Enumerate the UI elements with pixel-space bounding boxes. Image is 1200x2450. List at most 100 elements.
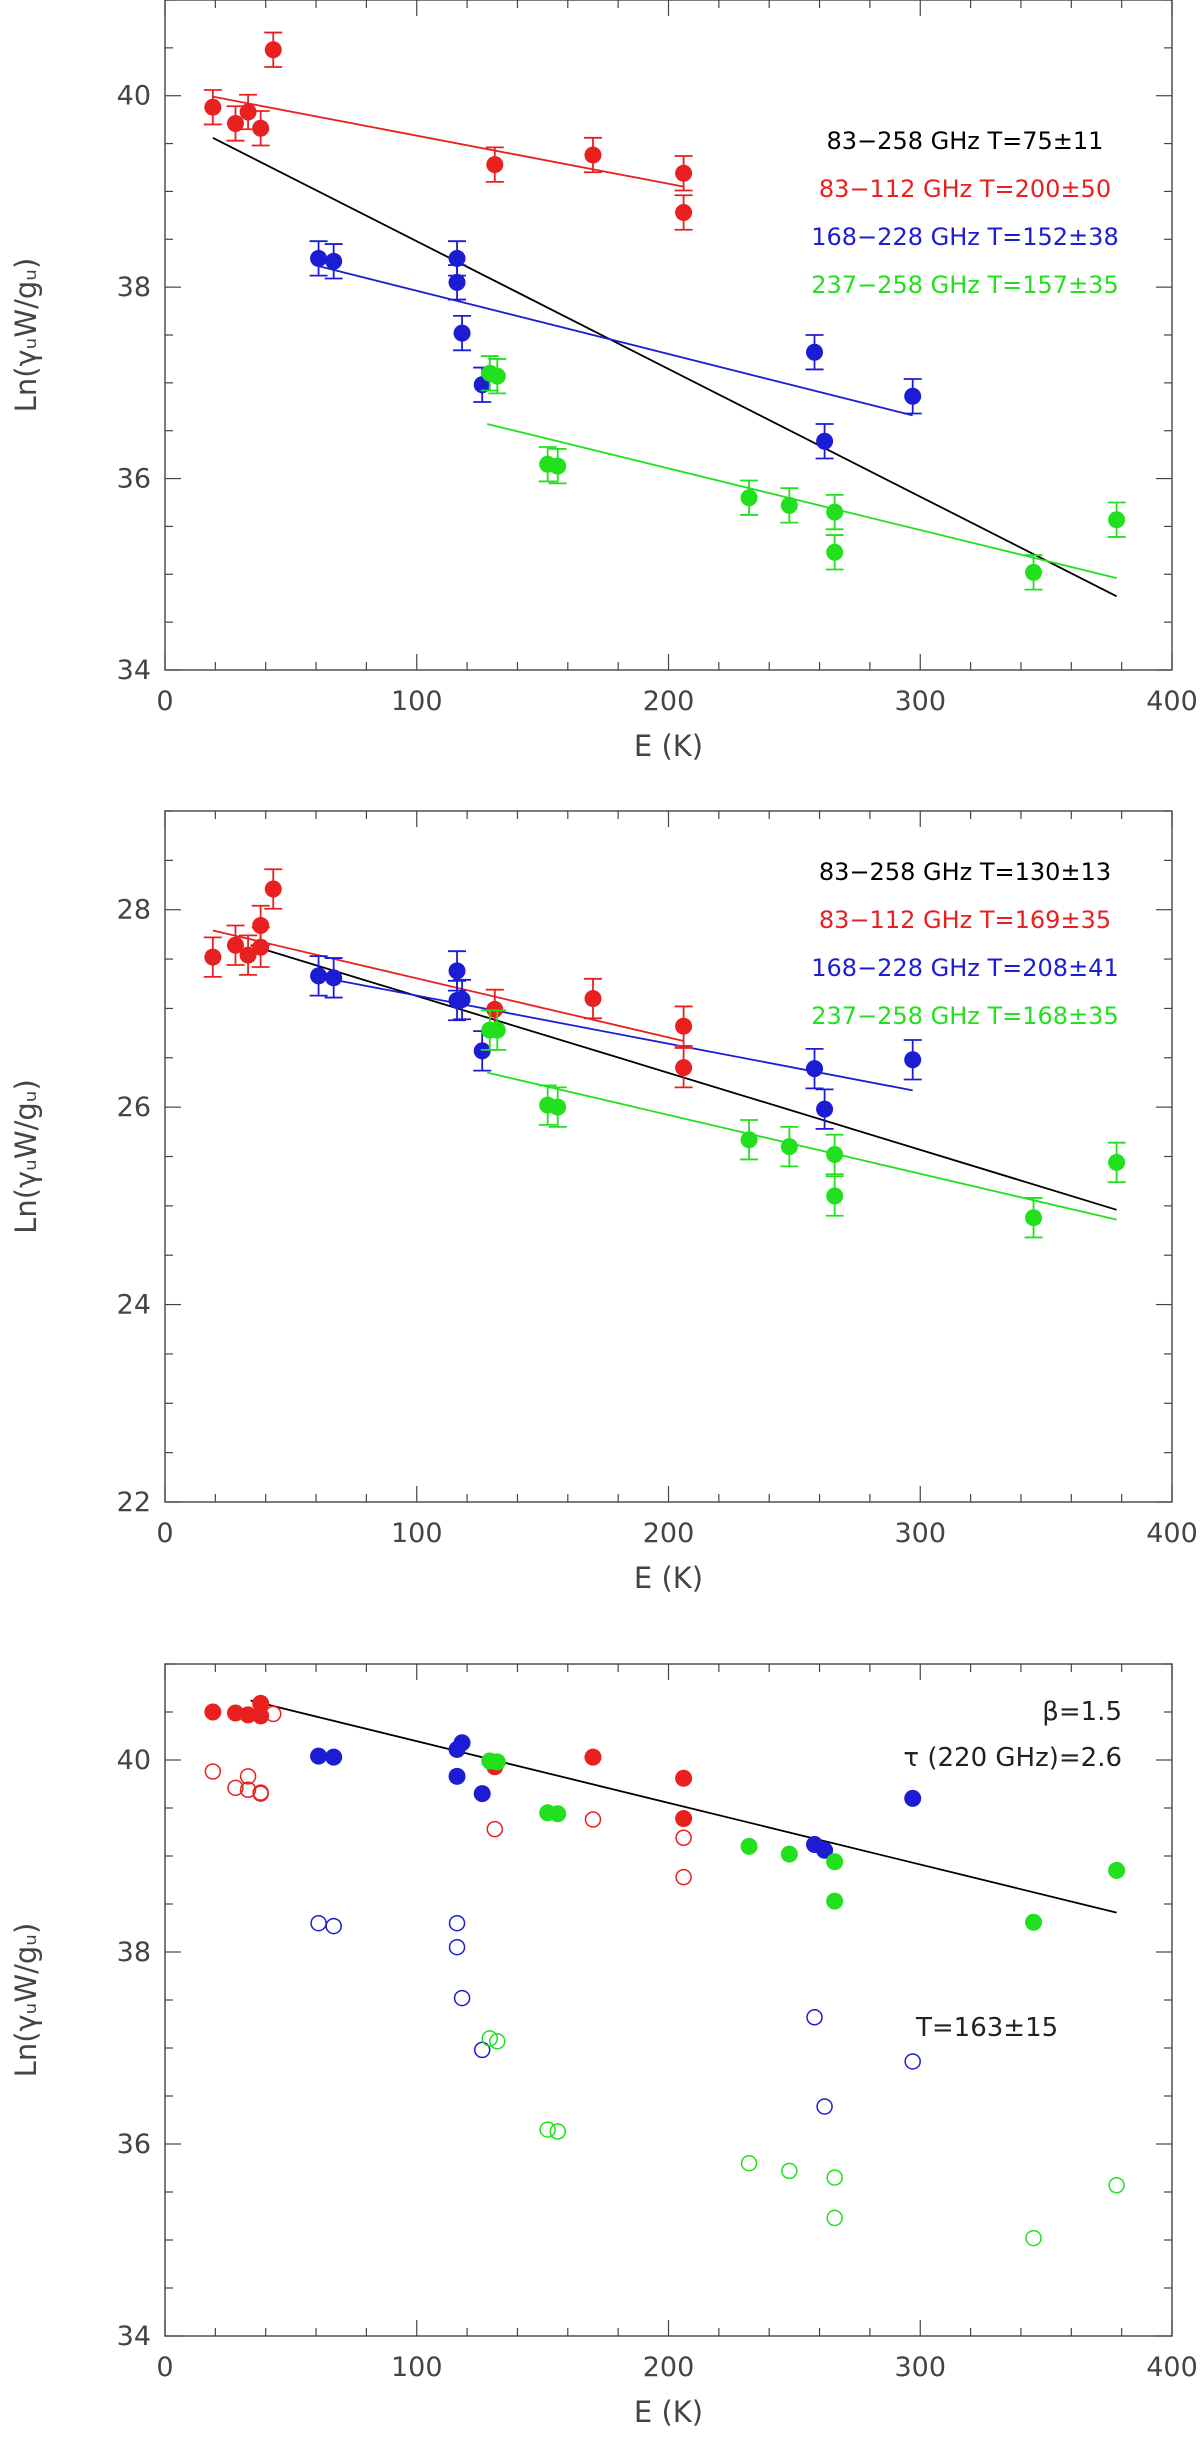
x-tick-label: 300 — [894, 1518, 946, 1549]
data-point-open — [1025, 2229, 1042, 2247]
data-point-open — [740, 2154, 758, 2172]
series-168-228-ghz — [309, 950, 922, 1130]
x-tick-label: 0 — [156, 686, 173, 717]
data-point-open — [584, 1811, 602, 1828]
x-tick-label: 400 — [1146, 2352, 1198, 2383]
y-tick-label: 26 — [117, 1092, 151, 1123]
data-point — [226, 114, 244, 132]
data-point-open — [816, 2098, 833, 2115]
data-point — [826, 1853, 844, 1871]
data-point — [486, 156, 504, 174]
series-237-258-ghz — [480, 1009, 1126, 1239]
panel-2: 0 100 200 300 400 22 24 26 28 E (K) Ln(γᵤW/gᵤ) 83−2… — [9, 810, 1198, 1595]
data-point — [675, 1810, 693, 1828]
data-point-open — [204, 1763, 222, 1780]
data-point-open — [252, 1785, 269, 1802]
data-point — [1025, 1209, 1043, 1227]
data-point — [549, 1805, 567, 1823]
data-point-open — [806, 2009, 823, 2026]
data-point — [826, 503, 844, 521]
data-point-open — [448, 1938, 466, 1956]
data-point — [675, 1059, 693, 1077]
data-point — [325, 1748, 343, 1766]
data-point — [549, 457, 567, 475]
y-axis-label: Ln(γᵤW/gᵤ) — [9, 1079, 43, 1234]
data-point-open — [486, 1820, 504, 1838]
y-tick-label: 36 — [117, 464, 151, 495]
y-axis-label: Ln(γᵤW/gᵤ) — [9, 258, 43, 413]
data-point — [780, 496, 798, 514]
x-tick-label: 0 — [156, 2352, 173, 2383]
y-axis-label: Ln(γᵤW/gᵤ) — [9, 1923, 43, 2078]
series-168-228-ghz-uncorrected — [310, 1914, 921, 2115]
data-point — [204, 948, 222, 966]
data-point-open — [473, 2041, 491, 2059]
data-point — [675, 1017, 693, 1035]
data-point — [252, 1694, 270, 1712]
data-point — [252, 938, 270, 956]
y-tick-label: 40 — [117, 1745, 151, 1776]
legend-entry: 83−112 GHz T=169±35 — [819, 906, 1111, 934]
data-point — [252, 119, 270, 137]
x-tick-label: 400 — [1146, 686, 1198, 717]
legend-entry: 168−228 GHz T=152±38 — [811, 223, 1118, 251]
x-tick-label: 100 — [391, 2352, 443, 2383]
data-point — [826, 543, 844, 561]
data-point-open — [539, 2121, 556, 2138]
legend-entry: 83−258 GHz T=75±11 — [827, 127, 1104, 155]
data-point — [453, 1734, 471, 1752]
data-point — [816, 1100, 834, 1118]
annotation: τ (220 GHz)=2.6 — [903, 1743, 1122, 1773]
data-point-open — [1108, 2177, 1125, 2194]
data-point — [740, 1837, 758, 1855]
x-tick-label: 300 — [894, 686, 946, 717]
data-point — [1108, 1153, 1126, 1171]
data-point — [675, 203, 693, 221]
data-point — [448, 962, 466, 980]
data-point — [1108, 1861, 1126, 1879]
data-point-open — [489, 2033, 506, 2050]
panel-3: 0 100 200 300 400 34 36 38 40 E (K) Ln(γᵤW/gᵤ) β=1.… — [9, 1663, 1198, 2429]
data-point-open — [904, 2053, 921, 2070]
series-83-112-ghz — [203, 31, 693, 231]
legend-entry: 168−228 GHz T=208±41 — [811, 954, 1118, 982]
data-point — [806, 343, 824, 361]
data-point-open — [481, 2030, 499, 2047]
data-point — [816, 1841, 834, 1859]
series-168-228-ghz-corrected — [310, 1734, 922, 1859]
data-point — [1025, 563, 1043, 581]
data-point — [448, 249, 466, 267]
data-point — [448, 1767, 466, 1785]
data-point-open — [325, 1917, 342, 1935]
data-point — [473, 1785, 491, 1803]
data-point — [264, 880, 282, 898]
fit-line — [212, 95, 684, 188]
data-point — [780, 1845, 798, 1863]
data-point — [310, 249, 328, 267]
data-point-open — [239, 1781, 257, 1799]
series-83-112-ghz — [203, 868, 693, 1089]
data-point — [584, 1748, 602, 1766]
data-point-open — [675, 1829, 692, 1847]
data-point — [325, 252, 343, 270]
annotation: T=163±15 — [915, 2013, 1058, 2043]
data-point — [226, 936, 244, 954]
y-tick-label: 36 — [117, 2129, 151, 2160]
x-tick-label: 100 — [391, 686, 443, 717]
y-tick-label: 28 — [117, 895, 151, 926]
data-point — [675, 1769, 693, 1787]
data-point-open — [453, 1989, 471, 2007]
fit-line — [487, 423, 1117, 579]
data-point-open — [227, 1779, 244, 1797]
data-point — [740, 489, 758, 507]
fit-line — [318, 265, 913, 417]
data-point — [1025, 1913, 1043, 1931]
series-168-228-ghz — [309, 240, 922, 460]
fit-line — [487, 1071, 1117, 1221]
fit-line — [212, 929, 684, 1042]
data-point — [204, 1703, 222, 1721]
data-point-open — [826, 2169, 843, 2186]
fit-line — [212, 137, 1118, 598]
x-axis-label: E (K) — [634, 729, 703, 763]
y-tick-label: 34 — [117, 2321, 151, 2352]
